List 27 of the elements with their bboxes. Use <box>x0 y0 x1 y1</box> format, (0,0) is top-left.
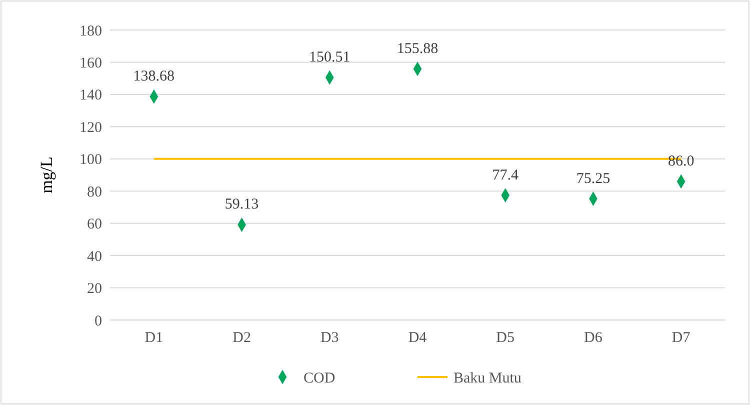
legend-label: Baku Mutu <box>454 370 522 386</box>
x-tick-label: D7 <box>672 330 691 346</box>
y-tick-label: 0 <box>94 313 102 330</box>
y-axis-title: mg/L <box>37 156 56 194</box>
y-tick-label: 140 <box>80 88 102 104</box>
y-tick-label: 160 <box>80 55 102 72</box>
data-label: 75.25 <box>576 170 610 187</box>
y-tick-label: 60 <box>87 216 102 233</box>
x-tick-label: D1 <box>144 330 164 346</box>
legend-label: COD <box>304 370 336 386</box>
y-tick-label: 100 <box>80 152 102 168</box>
data-label: 150.51 <box>309 50 350 66</box>
x-tick-label: D2 <box>232 330 251 346</box>
x-tick-label: D3 <box>320 330 339 346</box>
x-tick-label: D5 <box>496 330 515 346</box>
y-tick-label: 120 <box>80 120 102 136</box>
data-label: 77.4 <box>492 167 519 184</box>
y-tick-label: 20 <box>87 281 102 298</box>
data-label: 155.88 <box>396 40 438 57</box>
y-tick-label: 80 <box>87 184 102 200</box>
x-tick-label: D6 <box>584 330 603 346</box>
x-tick-label: D4 <box>408 330 428 346</box>
data-label: 138.68 <box>133 68 175 85</box>
data-label: 86.0 <box>668 153 694 170</box>
data-label: 59.13 <box>224 196 259 213</box>
y-tick-label: 40 <box>87 248 102 265</box>
y-tick-label: 180 <box>80 23 102 40</box>
